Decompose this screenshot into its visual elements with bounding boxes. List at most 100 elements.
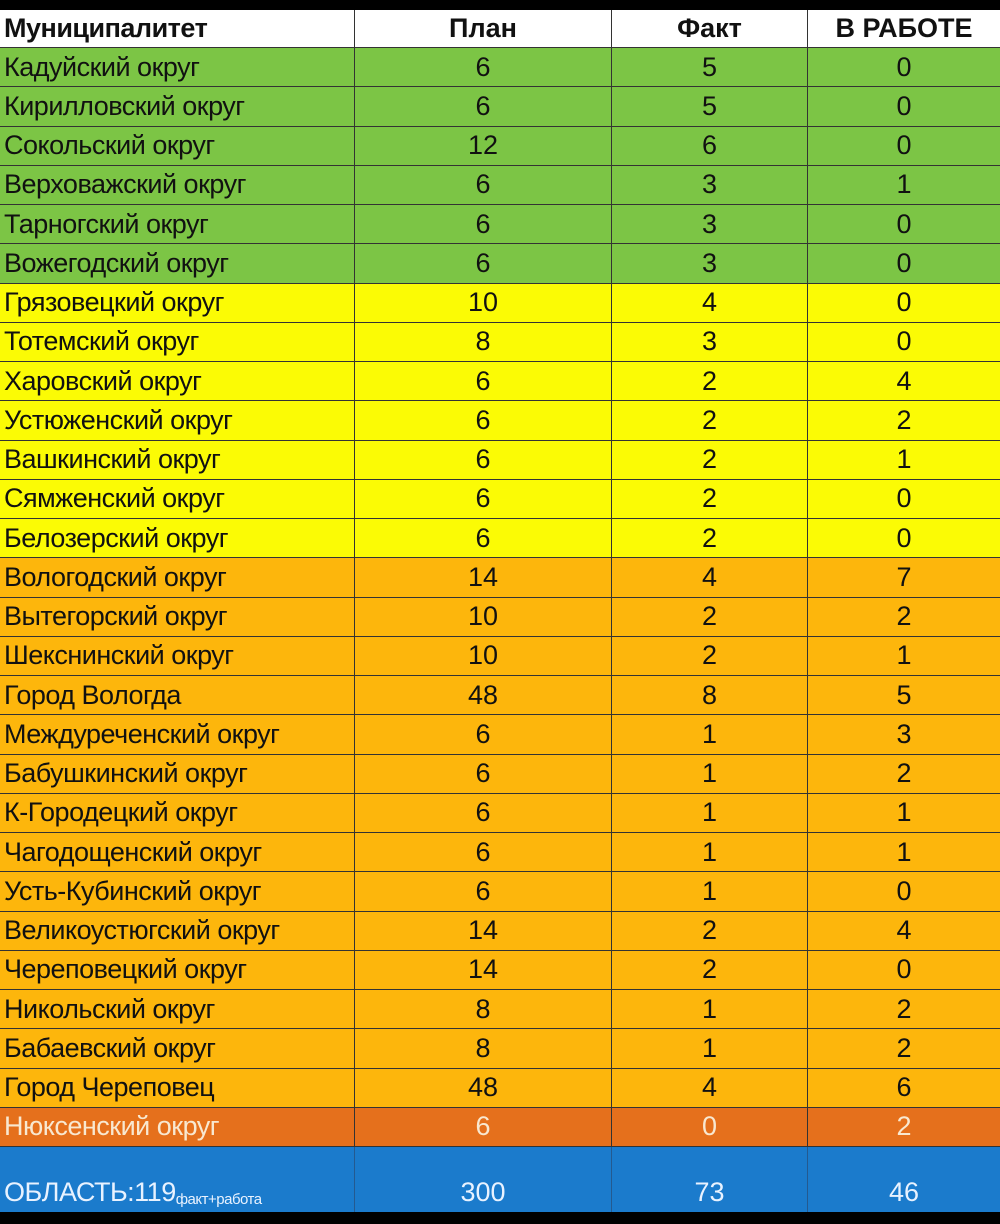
in-work-cell: 0 <box>896 483 912 514</box>
table-row: Вологодский округ 14 4 7 <box>0 558 1000 598</box>
table-row: Вашкинский округ 6 2 1 <box>0 440 1000 480</box>
municipality-cell: Междуреченский округ <box>0 715 355 754</box>
plan-cell: 6 <box>355 833 612 872</box>
in-work-cell: 4 <box>896 915 912 946</box>
municipality-cell: Тотемский округ <box>0 322 355 361</box>
fact-cell: 5 <box>612 48 808 87</box>
plan-cell: 14 <box>355 911 612 950</box>
fact-cell: 1 <box>612 990 808 1029</box>
table-row: Кадуйский округ 6 5 0 <box>0 48 1000 88</box>
in-work-cell: 1 <box>896 169 912 200</box>
in-work-cell: 6 <box>896 1072 912 1103</box>
in-work-cell: 1 <box>896 836 912 867</box>
plan-cell: 8 <box>355 990 612 1029</box>
in-work-cell: 3 <box>896 718 912 749</box>
in-work-cell: 0 <box>896 208 912 239</box>
in-work-cell: 2 <box>896 758 912 789</box>
fact-cell: 1 <box>612 1029 808 1068</box>
column-header: План <box>355 10 612 47</box>
in-work-cell: 0 <box>896 130 912 161</box>
table-row: Тотемский округ 8 3 0 <box>0 322 1000 362</box>
fact-cell: 8 <box>612 676 808 715</box>
column-header: В РАБОТЕ <box>835 13 973 43</box>
in-work-cell: 2 <box>896 404 912 435</box>
fact-cell: 2 <box>612 479 808 518</box>
municipality-cell: Чагодощенский округ <box>0 833 355 872</box>
table-row: Город Череповец 48 4 6 <box>0 1068 1000 1108</box>
fact-cell: 3 <box>612 205 808 244</box>
fact-cell: 3 <box>612 244 808 283</box>
plan-cell: 6 <box>355 401 612 440</box>
municipality-cell: Кадуйский округ <box>0 48 355 87</box>
table-row: Шекснинский округ 10 2 1 <box>0 636 1000 676</box>
municipality-cell: Вашкинский округ <box>0 440 355 479</box>
plan-cell: 6 <box>355 872 612 911</box>
plan-cell: 6 <box>355 754 612 793</box>
plan-cell: 6 <box>355 1107 612 1146</box>
fact-cell: 3 <box>612 322 808 361</box>
table-row: Устюженский округ 6 2 2 <box>0 401 1000 441</box>
table-header: Муниципалитет План Факт В РАБОТЕ <box>0 10 1000 48</box>
municipality-cell: Никольский округ <box>0 990 355 1029</box>
fact-cell: 2 <box>612 950 808 989</box>
municipality-cell: Великоустюгский округ <box>0 911 355 950</box>
table-row: Бабушкинский округ 6 1 2 <box>0 754 1000 794</box>
fact-cell: 2 <box>612 519 808 558</box>
fact-cell: 4 <box>612 1068 808 1107</box>
fact-cell: 4 <box>612 283 808 322</box>
fact-cell: 2 <box>612 911 808 950</box>
table-row: Кирилловский округ 6 5 0 <box>0 87 1000 127</box>
table-row: Сокольский округ 12 6 0 <box>0 126 1000 166</box>
municipality-cell: К-Городецкий округ <box>0 793 355 832</box>
total-fact: 73 <box>612 1147 808 1212</box>
fact-cell: 1 <box>612 833 808 872</box>
fact-cell: 1 <box>612 715 808 754</box>
total-label: ОБЛАСТЬ:119 факт+работа <box>0 1147 355 1212</box>
fact-cell: 2 <box>612 401 808 440</box>
municipality-cell: Нюксенский округ <box>0 1107 355 1146</box>
in-work-cell: 2 <box>896 1111 912 1142</box>
plan-cell: 6 <box>355 479 612 518</box>
table-row: Никольский округ 8 1 2 <box>0 990 1000 1030</box>
in-work-cell: 0 <box>896 247 912 278</box>
fact-cell: 1 <box>612 872 808 911</box>
municipality-cell: Город Вологда <box>0 676 355 715</box>
table-row: Город Вологда 48 8 5 <box>0 676 1000 716</box>
plan-cell: 6 <box>355 244 612 283</box>
table-row: Верховажский округ 6 3 1 <box>0 165 1000 205</box>
column-header: Муниципалитет <box>0 10 355 47</box>
fact-cell: 5 <box>612 87 808 126</box>
municipality-cell: Усть-Кубинский округ <box>0 872 355 911</box>
table-row: Вытегорский округ 10 2 2 <box>0 597 1000 637</box>
municipality-cell: Сокольский округ <box>0 126 355 165</box>
table-row: Нюксенский округ 6 0 2 <box>0 1107 1000 1147</box>
total-row: ОБЛАСТЬ:119 факт+работа 300 73 46 <box>0 1147 1000 1212</box>
total-label-text: ОБЛАСТЬ:119 <box>4 1177 176 1207</box>
fact-cell: 0 <box>612 1107 808 1146</box>
plan-cell: 6 <box>355 87 612 126</box>
municipality-cell: Устюженский округ <box>0 401 355 440</box>
table-row: Белозерский округ 6 2 0 <box>0 519 1000 559</box>
fact-cell: 1 <box>612 793 808 832</box>
plan-cell: 6 <box>355 715 612 754</box>
in-work-cell: 1 <box>896 640 912 671</box>
plan-cell: 8 <box>355 1029 612 1068</box>
total-label-sub: факт+работа <box>175 1191 262 1208</box>
column-header: Факт <box>612 10 808 47</box>
in-work-cell: 0 <box>896 522 912 553</box>
fact-cell: 2 <box>612 362 808 401</box>
in-work-cell: 0 <box>896 954 912 985</box>
plan-cell: 8 <box>355 322 612 361</box>
table-row: Чагодощенский округ 6 1 1 <box>0 833 1000 873</box>
fact-cell: 4 <box>612 558 808 597</box>
fact-cell: 3 <box>612 165 808 204</box>
in-work-cell: 0 <box>896 875 912 906</box>
total-plan: 300 <box>355 1147 612 1212</box>
municipality-cell: Кирилловский округ <box>0 87 355 126</box>
municipality-cell: Верховажский округ <box>0 165 355 204</box>
in-work-cell: 2 <box>896 601 912 632</box>
municipality-cell: Грязовецкий округ <box>0 283 355 322</box>
plan-cell: 6 <box>355 440 612 479</box>
in-work-cell: 1 <box>896 444 912 475</box>
fact-cell: 2 <box>612 440 808 479</box>
